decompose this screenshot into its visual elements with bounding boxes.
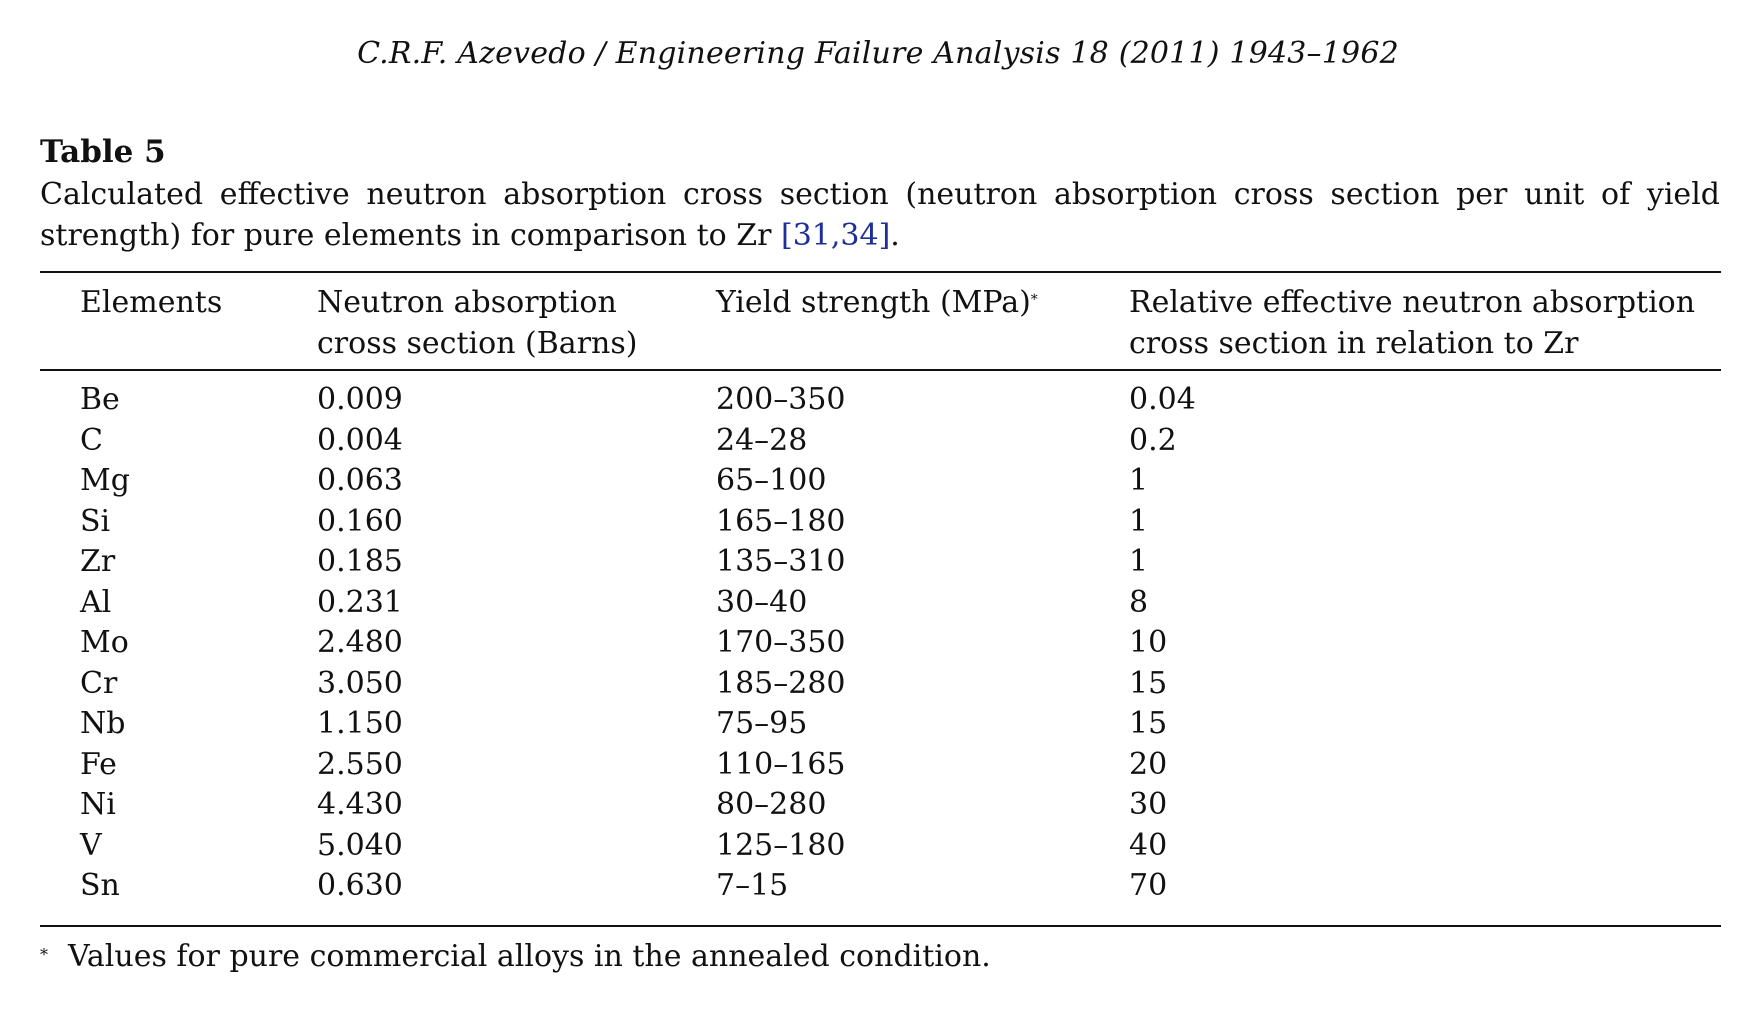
cell-element: Fe: [80, 746, 117, 782]
table-row: Be 0.009 200–350 0.04: [0, 380, 1756, 421]
cell-relative: 0.04: [1129, 382, 1196, 417]
cell-yield-strength: 30–40: [716, 584, 808, 620]
cell-cross-section: 0.231: [317, 584, 403, 620]
cell-element: Mo: [80, 625, 129, 660]
cell-element: Al: [80, 584, 112, 620]
cell-element: Zr: [80, 544, 116, 579]
cell-relative: 10: [1129, 625, 1168, 660]
cell-cross-section: 2.550: [317, 746, 403, 782]
cell-element: Be: [80, 382, 120, 417]
header-relative-line1: Relative effective neutron absorption: [1129, 285, 1696, 320]
cell-cross-section: 0.160: [317, 503, 403, 539]
header-footnote-mark: *: [1030, 292, 1038, 308]
cell-relative: 1: [1129, 503, 1149, 539]
table-header-rule: [40, 369, 1721, 371]
table-row: Mo 2.480 170–350 10: [0, 623, 1756, 664]
cell-cross-section: 4.430: [317, 787, 403, 822]
cell-relative: 1: [1129, 463, 1149, 498]
table-row: C 0.004 24–28 0.2: [0, 421, 1756, 462]
cell-element: Si: [80, 503, 111, 539]
cell-relative: 0.2: [1129, 422, 1177, 458]
footnote-text: Values for pure commercial alloys in the…: [68, 939, 991, 974]
cell-element: Cr: [80, 665, 118, 701]
table-row: Cr 3.050 185–280 15: [0, 664, 1756, 705]
table-label: Table 5: [40, 134, 166, 170]
cell-cross-section: 0.063: [317, 463, 403, 498]
cell-element: C: [80, 422, 103, 458]
cell-element: Ni: [80, 787, 116, 822]
header-relative-line2: cross section in relation to Zr: [1129, 326, 1579, 361]
table-body: Be 0.009 200–350 0.04 C 0.004 24–28 0.2 …: [0, 380, 1756, 907]
caption-reference-link[interactable]: [31,34]: [780, 218, 891, 253]
table-row: Nb 1.150 75–95 15: [0, 704, 1756, 745]
cell-yield-strength: 185–280: [716, 665, 846, 701]
table-row: Zr 0.185 135–310 1: [0, 542, 1756, 583]
cell-relative: 40: [1129, 827, 1168, 863]
cell-yield-strength: 7–15: [716, 868, 789, 903]
cell-yield-strength: 80–280: [716, 787, 827, 822]
table-caption: Calculated effective neutron absorption …: [40, 174, 1720, 256]
cell-relative: 30: [1129, 787, 1168, 822]
caption-text: Calculated effective neutron absorption …: [40, 177, 1720, 253]
cell-cross-section: 5.040: [317, 827, 403, 863]
header-yield-strength-label: Yield strength (MPa): [716, 285, 1031, 320]
footnote-mark: *: [40, 945, 48, 964]
cell-element: Mg: [80, 463, 130, 498]
cell-element: Nb: [80, 706, 126, 741]
cell-cross-section: 0.630: [317, 868, 403, 903]
cell-cross-section: 3.050: [317, 665, 403, 701]
table-row: Mg 0.063 65–100 1: [0, 461, 1756, 502]
cell-relative: 70: [1129, 868, 1168, 903]
header-elements-label: Elements: [80, 285, 223, 320]
cell-relative: 15: [1129, 665, 1168, 701]
table-row: Sn 0.630 7–15 70: [0, 866, 1756, 907]
table-footnote: * Values for pure commercial alloys in th…: [40, 936, 991, 977]
header-relative-cross-section: Relative effective neutron absorption cr…: [1129, 282, 1695, 364]
header-neutron-absorption-line2: cross section (Barns): [317, 326, 638, 361]
table-row: Si 0.160 165–180 1: [0, 502, 1756, 543]
cell-yield-strength: 170–350: [716, 625, 846, 660]
cell-yield-strength: 200–350: [716, 382, 846, 417]
table-row: Ni 4.430 80–280 30: [0, 785, 1756, 826]
cell-element: V: [80, 827, 102, 863]
header-elements: Elements: [80, 282, 222, 323]
cell-cross-section: 0.004: [317, 422, 403, 458]
cell-yield-strength: 135–310: [716, 544, 846, 579]
table-row: Fe 2.550 110–165 20: [0, 745, 1756, 786]
header-neutron-absorption: Neutron absorption cross section (Barns): [317, 282, 637, 364]
cell-cross-section: 0.009: [317, 382, 403, 417]
header-neutron-absorption-line1: Neutron absorption: [317, 285, 617, 320]
header-yield-strength: Yield strength (MPa)*: [716, 282, 1038, 323]
cell-cross-section: 2.480: [317, 625, 403, 660]
cell-cross-section: 0.185: [317, 544, 403, 579]
table-row: Al 0.231 30–40 8: [0, 583, 1756, 624]
table-row: V 5.040 125–180 40: [0, 826, 1756, 867]
cell-yield-strength: 24–28: [716, 422, 808, 458]
cell-yield-strength: 165–180: [716, 503, 846, 539]
cell-relative: 15: [1129, 706, 1168, 741]
cell-element: Sn: [80, 868, 120, 903]
cell-relative: 1: [1129, 544, 1149, 579]
cell-yield-strength: 125–180: [716, 827, 846, 863]
table-top-rule: [40, 271, 1721, 273]
running-head: C.R.F. Azevedo / Engineering Failure Ana…: [357, 36, 1399, 71]
cell-yield-strength: 65–100: [716, 463, 827, 498]
cell-yield-strength: 75–95: [716, 706, 808, 741]
table-bottom-rule: [40, 925, 1721, 927]
cell-yield-strength: 110–165: [716, 746, 846, 782]
cell-relative: 20: [1129, 746, 1168, 782]
cell-cross-section: 1.150: [317, 706, 403, 741]
cell-relative: 8: [1129, 584, 1149, 620]
caption-end: .: [890, 218, 900, 253]
